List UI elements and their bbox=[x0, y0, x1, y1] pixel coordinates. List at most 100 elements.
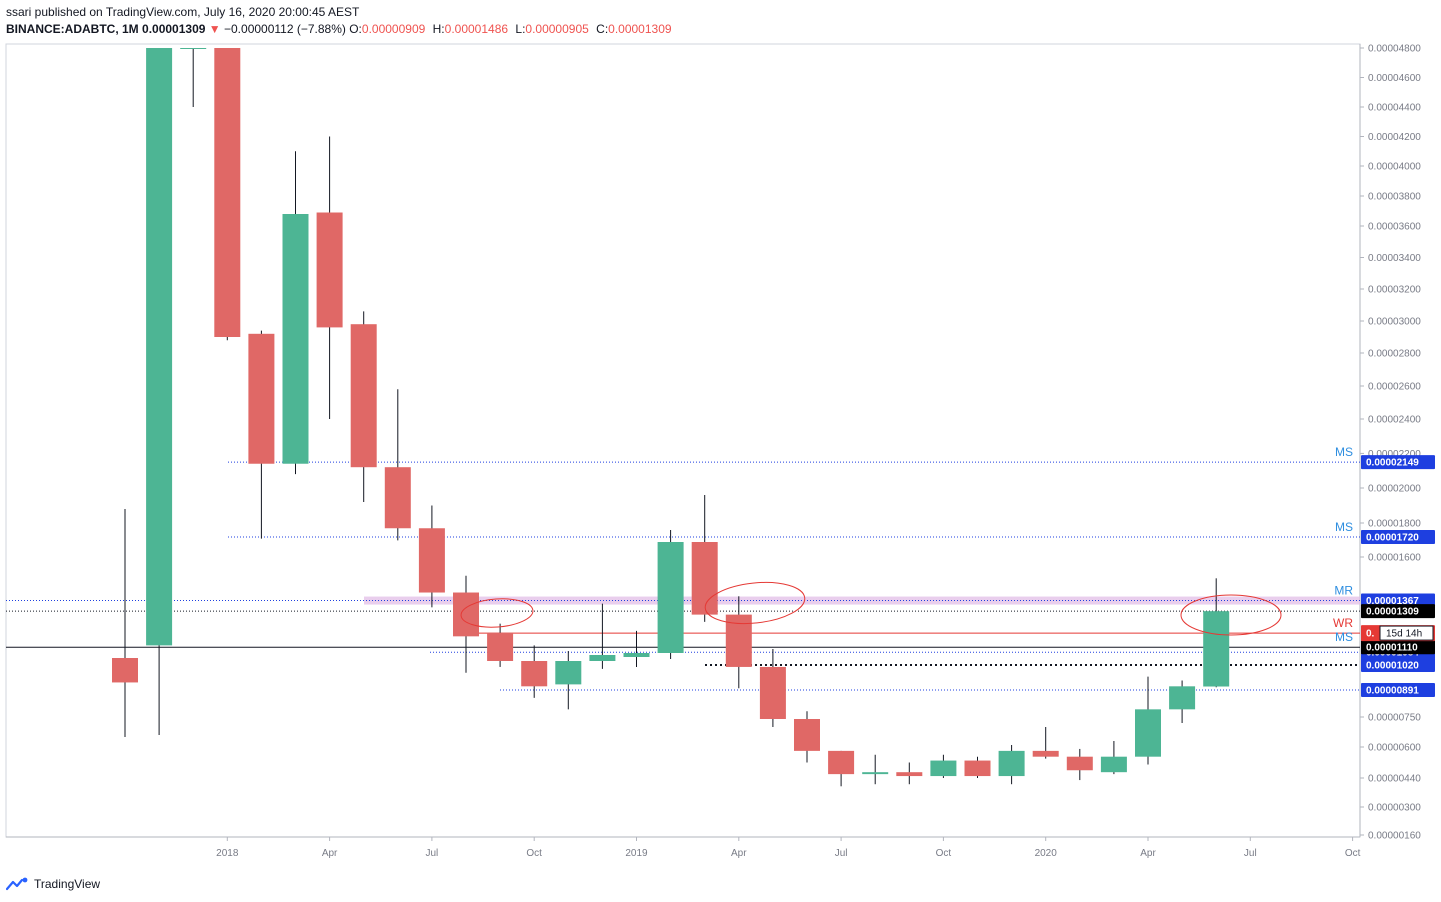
candle-body bbox=[623, 653, 650, 657]
candle-body bbox=[282, 214, 309, 464]
candle-body bbox=[1203, 611, 1230, 687]
candle[interactable] bbox=[1203, 578, 1230, 688]
candle[interactable] bbox=[214, 48, 241, 341]
y-tick-label: 0.00000600 bbox=[1368, 743, 1421, 754]
countdown-text: 15d 14h bbox=[1386, 629, 1422, 640]
candle[interactable] bbox=[248, 330, 275, 539]
y-tick-label: 0.00001600 bbox=[1368, 553, 1421, 564]
x-tick-label: Oct bbox=[526, 848, 542, 859]
price-label-support-thick[interactable]: 0.00001020 bbox=[1361, 658, 1435, 672]
price-label-wr[interactable]: 0. 15d 14h bbox=[1361, 625, 1435, 642]
candle[interactable] bbox=[282, 151, 309, 475]
low-label: L: bbox=[515, 22, 526, 36]
candle[interactable] bbox=[623, 630, 650, 667]
footer: TradingView bbox=[6, 875, 100, 893]
ms-text-top: MS bbox=[1335, 445, 1353, 459]
price-label-text: 0. bbox=[1366, 629, 1375, 640]
candle[interactable] bbox=[1066, 748, 1093, 781]
candle[interactable] bbox=[896, 762, 923, 785]
y-tick-label: 0.00003400 bbox=[1368, 253, 1421, 264]
candle-body bbox=[350, 324, 377, 468]
low-value: 0.00000905 bbox=[525, 22, 589, 36]
candle-body bbox=[964, 760, 991, 777]
candle[interactable] bbox=[725, 596, 752, 689]
price-label-text: 0.00001720 bbox=[1366, 533, 1419, 544]
price-label-text: 0.00001367 bbox=[1366, 596, 1419, 607]
candle-body bbox=[1066, 756, 1093, 771]
candle-body bbox=[180, 48, 207, 49]
candle[interactable] bbox=[146, 48, 173, 735]
candle[interactable] bbox=[589, 603, 616, 669]
y-tick-label: 0.00000300 bbox=[1368, 803, 1421, 814]
candle[interactable] bbox=[487, 623, 514, 667]
symbol-legend: BINANCE:ADABTC, 1M 0.00001309 ▼ −0.00000… bbox=[6, 22, 676, 36]
ellipse-annotation[interactable] bbox=[1180, 594, 1282, 636]
mr-text: MR bbox=[1334, 584, 1353, 598]
candle[interactable] bbox=[1032, 727, 1059, 759]
ellipse-annotation[interactable] bbox=[703, 578, 807, 628]
price-label-ms-black[interactable]: 0.00001110 bbox=[1361, 640, 1435, 655]
candle-body bbox=[657, 542, 684, 653]
price-axis[interactable]: 0.00000160 0.00000300 0.00000440 0.00000600… bbox=[1360, 44, 1435, 842]
y-tick-label: 0.00000160 bbox=[1368, 831, 1421, 842]
y-tick-label: 0.00003000 bbox=[1368, 317, 1421, 328]
candle[interactable] bbox=[180, 48, 207, 107]
candle-body bbox=[1169, 686, 1196, 710]
footer-brand[interactable]: TradingView bbox=[34, 877, 101, 891]
y-tick-label: 0.00000440 bbox=[1368, 774, 1421, 785]
time-axis[interactable]: 2018 Apr Jul Oct 2019 Apr Jul Oct 2020 Apr Jul Oct bbox=[216, 837, 1361, 859]
candle[interactable] bbox=[1135, 676, 1161, 765]
candle-body bbox=[487, 632, 514, 661]
x-tick-label: 2018 bbox=[216, 848, 239, 859]
candle[interactable] bbox=[998, 745, 1025, 785]
y-tick-label: 0.00004400 bbox=[1368, 103, 1421, 114]
ellipse-annotation[interactable] bbox=[460, 597, 534, 630]
candle-body bbox=[248, 333, 275, 464]
candle[interactable] bbox=[418, 505, 445, 608]
candle[interactable] bbox=[555, 651, 582, 710]
candle[interactable] bbox=[759, 649, 786, 727]
candle[interactable] bbox=[316, 136, 343, 420]
symbol-name[interactable]: BINANCE:ADABTC, 1M bbox=[6, 22, 139, 36]
x-tick-label: Jul bbox=[426, 848, 439, 859]
price-label-last[interactable]: 0.00001309 bbox=[1361, 604, 1435, 619]
candle[interactable] bbox=[930, 754, 957, 778]
price-label-text: 0.00002149 bbox=[1366, 458, 1419, 469]
candle-body bbox=[146, 48, 173, 646]
y-tick-label: 0.00001800 bbox=[1368, 519, 1421, 530]
candle[interactable] bbox=[1169, 680, 1196, 723]
price-label-ms-mid[interactable]: 0.00001720 bbox=[1361, 530, 1435, 544]
candle[interactable] bbox=[1100, 741, 1127, 775]
price-label-text: 0.00001110 bbox=[1366, 643, 1418, 654]
candle[interactable] bbox=[828, 750, 855, 787]
y-tick-label: 0.00002200 bbox=[1368, 449, 1421, 460]
price-label-mr[interactable]: 0.00001367 bbox=[1361, 593, 1435, 608]
candle[interactable] bbox=[384, 389, 411, 541]
y-tick-label: 0.00004800 bbox=[1368, 44, 1421, 55]
candle[interactable] bbox=[794, 711, 820, 763]
tradingview-logo-icon[interactable] bbox=[6, 877, 30, 891]
candle-body bbox=[930, 760, 957, 777]
x-tick-label: Oct bbox=[936, 848, 952, 859]
candle-body bbox=[214, 48, 241, 337]
y-tick-label: 0.00002800 bbox=[1368, 349, 1421, 360]
high-label: H: bbox=[432, 22, 445, 36]
candles bbox=[112, 48, 1230, 787]
y-tick-label: 0.00002000 bbox=[1368, 484, 1421, 495]
candle[interactable] bbox=[112, 509, 138, 737]
close-label: C: bbox=[596, 22, 609, 36]
candle[interactable] bbox=[521, 645, 548, 698]
candle[interactable] bbox=[350, 311, 377, 502]
change-value: −0.00000112 (−7.88%) bbox=[224, 22, 346, 36]
price-label-low[interactable]: 0.00000891 bbox=[1361, 683, 1435, 697]
candle[interactable] bbox=[453, 575, 479, 673]
y-tick-label: 0.00003600 bbox=[1368, 222, 1421, 233]
price-label-ms-top[interactable]: 0.00002149 bbox=[1361, 455, 1435, 470]
candle-body bbox=[896, 772, 923, 777]
candle[interactable] bbox=[691, 495, 718, 622]
candle[interactable] bbox=[964, 756, 991, 778]
candle[interactable] bbox=[862, 754, 889, 785]
candle[interactable] bbox=[657, 530, 684, 659]
